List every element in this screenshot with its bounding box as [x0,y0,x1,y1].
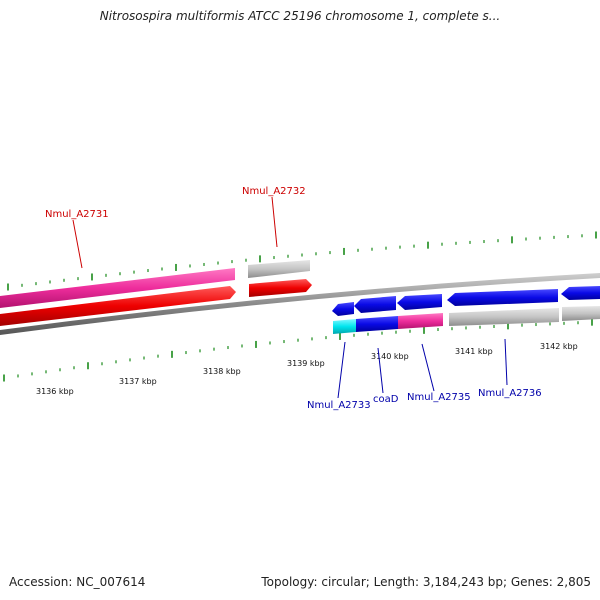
tick-label: 3139 kbp [287,359,325,368]
scale-labels: 3136 kbp 3137 kbp 3138 kbp 3139 kbp 3140… [36,342,578,396]
leader-Nmul_A2733 [337,341,346,399]
page-title: Nitrosospira multiformis ATCC 25196 chro… [99,9,501,23]
gene-labels: Nmul_A2731 Nmul_A2732 Nmul_A2733 coaD Nm… [45,186,542,411]
tick-label: 3140 kbp [371,352,409,361]
gene-label-Nmul_A2732[interactable]: Nmul_A2732 [242,186,306,197]
inner-tick-marks [3,318,593,382]
gene-label-Nmul_A2731[interactable]: Nmul_A2731 [45,209,109,220]
gene-label-coaD[interactable]: coaD [373,394,399,405]
gene-Nmul_A2731[interactable] [0,286,236,326]
gene-Nmul_A2736-cds[interactable] [449,308,559,326]
tick-label: 3136 kbp [36,387,74,396]
gene-label-Nmul_A2735[interactable]: Nmul_A2735 [407,392,471,403]
gene-Nmul_A2735-cds[interactable] [398,313,443,329]
genome-summary: Topology: circular; Length: 3,184,243 bp… [261,575,591,589]
gene-label-Nmul_A2736[interactable]: Nmul_A2736 [478,388,542,399]
forward-cds-row [0,260,310,308]
accession-label: Accession: NC_007614 [9,575,146,589]
tick-label: 3141 kbp [455,347,493,356]
leader-Nmul_A2731 [72,219,83,269]
gene-Nmul_A2732[interactable] [249,279,312,297]
forward-gene-row [0,279,312,326]
gene-coaD-cds[interactable] [356,316,398,332]
gene-Nmul_A2733-cds[interactable] [333,319,356,334]
reverse-gene-row [332,286,600,316]
leader-Nmul_A2735 [421,343,435,392]
gene-label-Nmul_A2733[interactable]: Nmul_A2733 [307,400,371,411]
gene-Nmul_A2731-cds[interactable] [0,268,235,308]
leader-Nmul_A2732 [271,196,278,248]
outer-tick-marks [7,231,597,291]
tick-label: 3137 kbp [119,377,157,386]
leader-coaD [377,347,384,394]
gene-Nmul_A2733[interactable] [332,302,354,316]
gene-next-reverse-cds[interactable] [562,306,600,321]
reverse-cds-row [333,306,600,334]
gene-Nmul_A2735[interactable] [397,294,442,310]
gene-coaD[interactable] [354,296,396,313]
gene-next-reverse[interactable] [561,286,600,300]
genome-backbone [0,273,600,335]
label-leaders [72,196,508,399]
tick-label: 3138 kbp [203,367,241,376]
gene-Nmul_A2732-cds[interactable] [248,260,310,278]
leader-Nmul_A2736 [504,338,508,386]
tick-label: 3142 kbp [540,342,578,351]
gene-Nmul_A2736[interactable] [447,289,558,306]
